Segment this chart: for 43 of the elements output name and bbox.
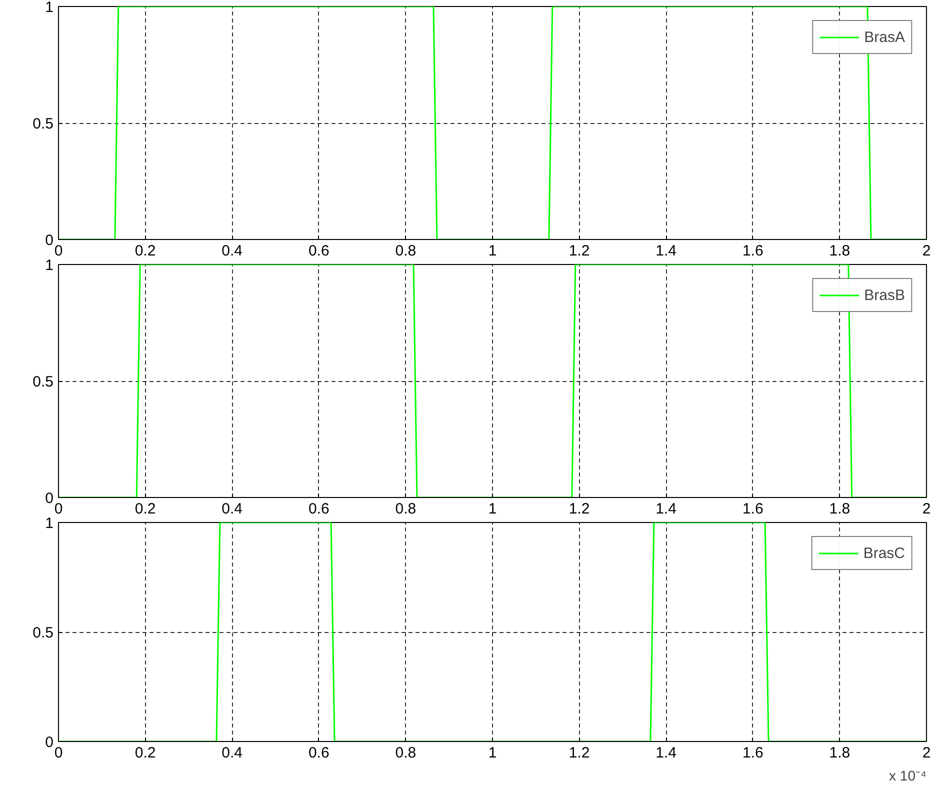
y-tick-label: 0.5 — [32, 116, 54, 132]
x-tick-label: 0.8 — [395, 242, 416, 260]
x-tick-label: 1.8 — [829, 500, 850, 518]
text: x 10⁻⁴ — [889, 768, 927, 784]
x-tick-label: 2 — [922, 500, 931, 518]
x-tick-label: 1.2 — [568, 242, 590, 260]
legend-label: BrasC — [863, 544, 905, 562]
x-tick-label: 1.6 — [742, 744, 764, 762]
y-tick-label: 0.5 — [32, 374, 54, 390]
x-tick-label: 1.4 — [656, 242, 677, 260]
x-tick-label: 0.2 — [134, 744, 156, 762]
y-tick-label: 0 — [45, 232, 54, 249]
x-tick-label: 0.4 — [222, 744, 243, 762]
x-tick-label: 0.4 — [222, 242, 243, 260]
x-tick-label: 1.6 — [742, 500, 764, 518]
y-tick-label: 1 — [45, 515, 54, 532]
x-tick-label: 0.2 — [134, 242, 156, 260]
x-tick-label: 0.2 — [134, 500, 156, 518]
y-tick-label: 0 — [45, 734, 54, 751]
x-tick-label: 1 — [488, 744, 497, 762]
x-tick-label: 0.6 — [308, 744, 330, 762]
x-tick-label: 0.8 — [395, 744, 416, 762]
y-tick-label: 0.5 — [32, 624, 54, 642]
x-tick-label: 0.4 — [222, 500, 243, 518]
y-tick-label: 0 — [45, 490, 54, 507]
x-tick-label: 1 — [488, 242, 497, 260]
x-tick-label: 1.8 — [829, 744, 850, 762]
legend-label: BrasA — [864, 28, 905, 46]
x-tick-label: 2 — [922, 744, 931, 762]
x-tick-label: 1.6 — [742, 242, 764, 260]
x-tick-label: 0.6 — [308, 500, 330, 518]
x-tick-label: 2 — [922, 242, 931, 260]
y-tick-label: 1 — [45, 0, 54, 16]
x-tick-label: 1.2 — [568, 500, 590, 518]
x-tick-label: 1.4 — [656, 744, 677, 762]
x-tick-label: 1.8 — [829, 242, 850, 260]
x-tick-label: 0.8 — [395, 500, 416, 518]
x-tick-label: 1.2 — [568, 744, 590, 762]
legend-label: BrasB — [864, 286, 905, 304]
x-tick-label: 0.6 — [308, 242, 330, 260]
y-tick-label: 1 — [45, 257, 54, 274]
x-tick-label: 1.4 — [656, 500, 677, 518]
x-tick-label: 1 — [488, 500, 497, 518]
